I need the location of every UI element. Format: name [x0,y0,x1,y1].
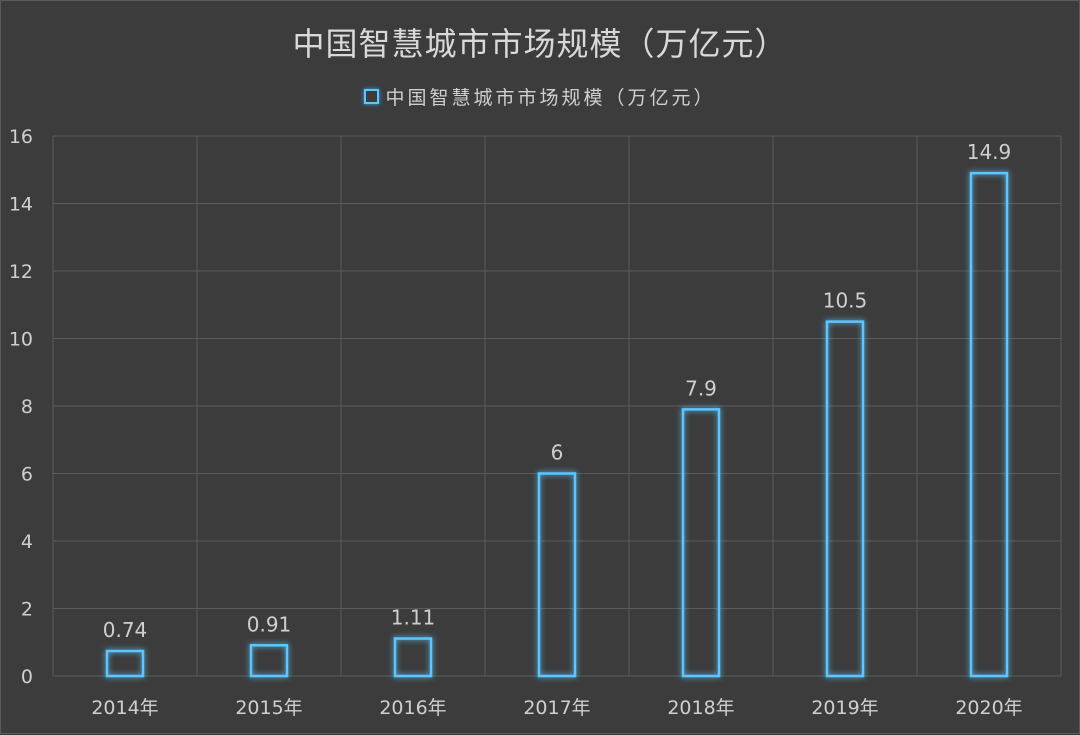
x-tick-label: 2014年 [91,697,158,719]
data-label: 6 [551,441,564,465]
data-label: 0.74 [103,618,148,642]
y-tick-label: 12 [9,261,33,283]
data-label: 14.9 [967,140,1012,164]
data-label: 1.11 [391,606,436,630]
y-tick-labels: 0 2 4 6 8 10 12 14 16 [9,126,33,688]
bar-2015年 [249,644,289,678]
bar-2019年 [825,320,865,678]
y-tick-label: 10 [9,329,33,351]
chart-legend: 中国智慧城市市场规模（万亿元） [1,83,1079,110]
x-tick-label: 2015年 [235,697,302,719]
x-tick-label: 2017年 [523,697,590,719]
bar-2017年 [537,472,577,678]
y-tick-label: 2 [21,599,33,621]
chart-title: 中国智慧城市市场规模（万亿元） [292,25,788,63]
data-labels: 0.74 0.91 1.11 6 7.9 10.5 14.9 [103,140,1012,642]
grid-lines [52,135,1062,677]
x-tick-label: 2018年 [667,697,734,719]
y-tick-label: 16 [9,126,33,148]
y-tick-label: 14 [9,194,33,216]
x-tick-label: 2020年 [955,697,1022,719]
x-tick-label: 2019年 [811,697,878,719]
legend-label: 中国智慧城市市场规模（万亿元） [385,87,716,109]
bar-2020年 [969,171,1009,678]
y-tick-label: 4 [21,531,33,553]
bar-2018年 [681,408,721,678]
data-label: 7.9 [685,376,717,400]
x-tick-labels: 2014年 2015年 2016年 2017年 2018年 2019年 2020年 [91,697,1022,719]
legend-swatch [364,89,380,104]
data-label: 10.5 [823,289,868,313]
bar-2014年 [105,649,145,678]
y-tick-label: 0 [21,666,33,688]
y-tick-label: 6 [21,464,33,486]
bars [105,171,1009,678]
x-tick-label: 2016年 [379,697,446,719]
bar-2016年 [393,637,433,678]
y-tick-label: 8 [21,396,33,418]
data-label: 0.91 [247,612,292,636]
